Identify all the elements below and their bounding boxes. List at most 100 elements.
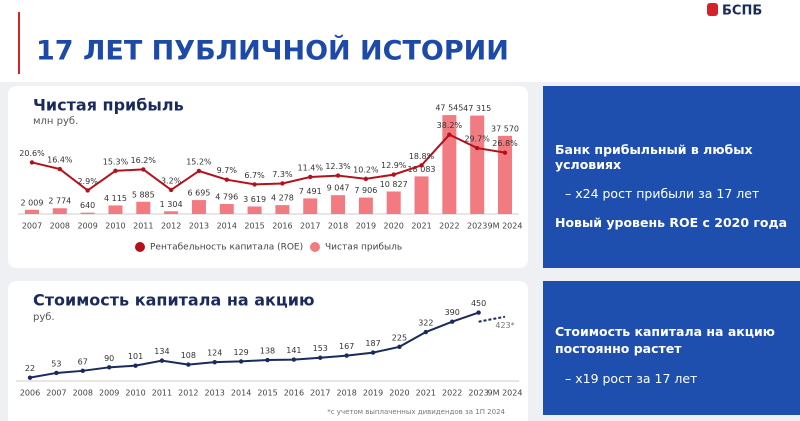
- data-label: 225: [392, 333, 407, 342]
- legend-marker: [310, 242, 320, 252]
- point: [344, 353, 349, 358]
- bar: [191, 200, 206, 214]
- logo-icon: [707, 3, 718, 16]
- x-tick-label: 2011: [152, 389, 172, 398]
- bar: [25, 209, 39, 214]
- data-label: 1 304: [160, 200, 183, 209]
- data-label: 12.9%: [381, 161, 407, 170]
- line: [478, 315, 506, 323]
- x-tick-label: 2020: [384, 222, 404, 231]
- x-tick-label: 2019: [363, 389, 383, 398]
- point: [159, 358, 165, 363]
- point: [502, 150, 508, 155]
- point: [252, 182, 257, 187]
- legend-label: Рентабельность капитала (ROE): [150, 243, 303, 253]
- bar: [498, 135, 512, 214]
- bar: [358, 197, 373, 214]
- panel-text: – x24 рост прибыли за 17 лет: [565, 186, 760, 201]
- point: [168, 187, 174, 193]
- data-label: 134: [154, 347, 169, 356]
- x-tick-label: 2018: [328, 222, 348, 231]
- point: [224, 177, 229, 182]
- x-tick-label: 2022: [442, 389, 462, 398]
- point: [212, 359, 217, 365]
- bar: [331, 195, 346, 214]
- point: [57, 166, 63, 172]
- data-label: 5 885: [132, 190, 155, 199]
- x-tick-label: 2006: [20, 389, 40, 398]
- point: [29, 160, 35, 165]
- data-label: 53: [51, 359, 61, 368]
- data-label: 9 047: [327, 184, 350, 193]
- panel-text: Банк прибыльный в любых условиях: [555, 142, 753, 172]
- bar: [414, 176, 429, 214]
- data-label: 47 545: [435, 104, 463, 113]
- data-label: 141: [286, 346, 301, 355]
- data-label: 6 695: [187, 189, 210, 198]
- data-label: 138: [260, 347, 275, 356]
- x-tick-label: 2014: [217, 222, 237, 231]
- point: [474, 145, 480, 151]
- x-tick-label: 2011: [133, 222, 153, 231]
- point: [335, 173, 341, 178]
- x-tick-label: 2007: [22, 222, 42, 231]
- chart-subtitle: млн руб.: [33, 116, 78, 127]
- x-tick-label: 2019: [356, 222, 376, 231]
- data-label: 7 906: [354, 186, 377, 195]
- x-tick-label: 2023: [468, 389, 488, 398]
- header-bg: [0, 0, 800, 82]
- data-label: 10 827: [380, 180, 408, 189]
- point: [450, 319, 455, 324]
- point: [265, 357, 270, 363]
- legend-marker: [135, 242, 145, 252]
- data-label: 4 115: [104, 194, 127, 203]
- x-tick-label: 2013: [189, 222, 209, 231]
- panel-text: – x19 рост за 17 лет: [565, 371, 698, 386]
- x-tick-label: 2021: [411, 222, 431, 231]
- data-label: 640: [80, 201, 95, 210]
- data-label: 108: [181, 351, 196, 360]
- x-tick-label: 2012: [161, 222, 181, 231]
- point: [370, 350, 376, 355]
- chart-subtitle: руб.: [33, 312, 55, 323]
- point: [54, 370, 59, 376]
- panel-text: Стоимость капитала на акцию постоянно ра…: [555, 324, 775, 356]
- data-label: 20.6%: [19, 149, 45, 158]
- bar: [136, 201, 151, 214]
- x-tick-label: 2016: [284, 389, 304, 398]
- data-label: 90: [104, 354, 114, 363]
- legend-label: Чистая прибыль: [325, 243, 402, 253]
- logo: БСПБ: [722, 4, 762, 19]
- data-label: 22: [25, 364, 35, 373]
- data-label: 101: [128, 352, 143, 361]
- point: [196, 168, 202, 174]
- point: [397, 344, 402, 349]
- x-tick-label: 2015: [257, 389, 277, 398]
- data-label: 390: [445, 308, 460, 317]
- data-label: 129: [233, 348, 248, 357]
- chart-title: Стоимость капитала на акцию: [33, 291, 315, 310]
- bar: [303, 198, 318, 214]
- point: [318, 355, 323, 360]
- x-tick-label: 2015: [244, 222, 264, 231]
- data-label: 9.7%: [217, 166, 238, 175]
- data-label: 18.8%: [409, 152, 435, 161]
- x-tick-label: 9M 2024: [488, 222, 523, 231]
- data-label: 4 278: [271, 194, 294, 203]
- x-tick-label: 2021: [416, 389, 436, 398]
- data-label: 124: [207, 349, 222, 358]
- data-label: 4 796: [215, 193, 238, 202]
- bar: [52, 208, 67, 214]
- data-label: 18 083: [408, 165, 436, 174]
- point: [113, 168, 118, 174]
- x-tick-label: 2013: [205, 389, 225, 398]
- x-tick-label: 2017: [300, 222, 320, 231]
- x-tick-label: 2010: [125, 389, 145, 398]
- data-label: 3 619: [243, 195, 266, 204]
- data-label: 6.7%: [244, 171, 265, 180]
- chart-title: Чистая прибыль: [33, 96, 184, 115]
- point: [141, 167, 146, 172]
- data-label: 423*: [495, 321, 514, 330]
